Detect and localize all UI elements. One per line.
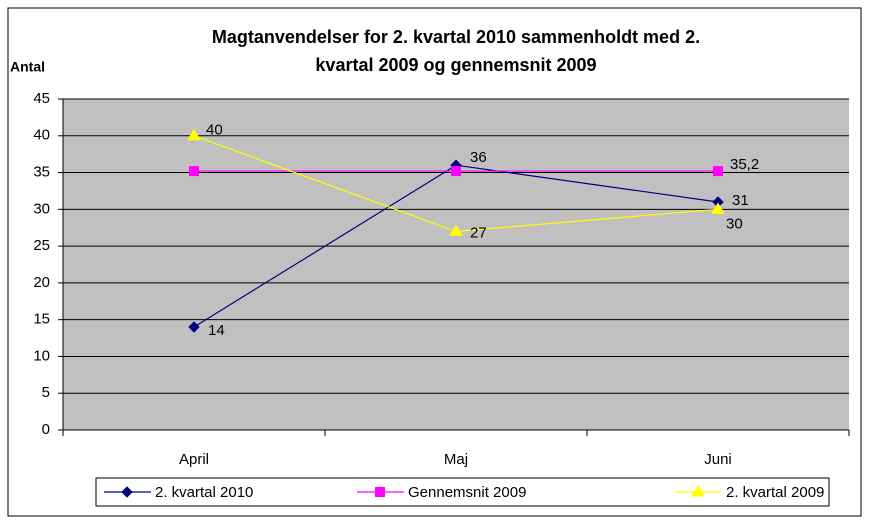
y-tick-label: 40 xyxy=(33,127,50,144)
y-tick-label: 5 xyxy=(42,384,50,401)
marker xyxy=(375,487,385,497)
chart-title: Magtanvendelser for 2. kvartal 2010 samm… xyxy=(212,27,700,47)
y-axis-label: Antal xyxy=(10,59,45,75)
data-label: 14 xyxy=(208,322,225,339)
marker xyxy=(121,486,133,498)
x-tick-label: April xyxy=(179,451,209,468)
legend-label: Gennemsnit 2009 xyxy=(408,484,526,501)
data-label: 27 xyxy=(470,224,487,241)
marker xyxy=(691,485,705,497)
marker xyxy=(713,166,723,177)
marker xyxy=(189,166,199,177)
data-label: 30 xyxy=(726,215,743,232)
marker xyxy=(187,128,201,141)
x-tick-label: Maj xyxy=(444,451,468,468)
y-tick-label: 30 xyxy=(33,200,50,217)
y-tick-label: 45 xyxy=(33,90,50,107)
y-tick-label: 35 xyxy=(33,164,50,181)
legend-label: 2. kvartal 2009 xyxy=(726,484,824,501)
data-label: 31 xyxy=(732,192,749,209)
plot-area xyxy=(63,99,849,430)
chart-title: kvartal 2009 og gennemsnit 2009 xyxy=(315,55,596,75)
legend-label: 2. kvartal 2010 xyxy=(155,484,253,501)
y-tick-label: 20 xyxy=(33,274,50,291)
marker xyxy=(188,321,200,333)
y-tick-label: 15 xyxy=(33,311,50,328)
y-tick-label: 10 xyxy=(33,347,50,364)
y-tick-label: 0 xyxy=(42,421,50,438)
data-label: 35,2 xyxy=(730,156,759,173)
y-tick-label: 25 xyxy=(33,237,50,254)
marker xyxy=(451,166,461,177)
data-label: 36 xyxy=(470,149,487,166)
data-label: 40 xyxy=(206,122,223,139)
marker xyxy=(449,224,463,236)
x-tick-label: Juni xyxy=(704,451,732,468)
marker xyxy=(711,202,725,214)
